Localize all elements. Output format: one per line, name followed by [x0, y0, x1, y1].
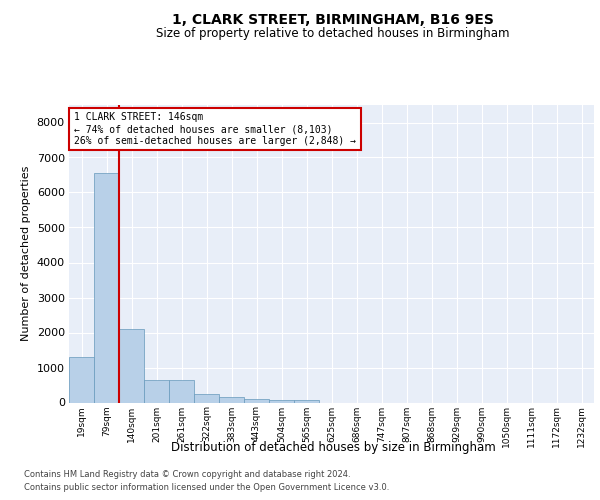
Bar [294, 400, 319, 402]
Bar [169, 380, 194, 402]
Bar [119, 329, 144, 402]
Y-axis label: Number of detached properties: Number of detached properties [21, 166, 31, 342]
Bar [94, 174, 119, 402]
Bar [69, 357, 94, 403]
Text: 1 CLARK STREET: 146sqm
← 74% of detached houses are smaller (8,103)
26% of semi-: 1 CLARK STREET: 146sqm ← 74% of detached… [74, 112, 356, 146]
Bar [144, 380, 169, 402]
Bar [269, 400, 294, 402]
Text: Contains public sector information licensed under the Open Government Licence v3: Contains public sector information licen… [24, 482, 389, 492]
Text: Size of property relative to detached houses in Birmingham: Size of property relative to detached ho… [156, 28, 510, 40]
Text: Distribution of detached houses by size in Birmingham: Distribution of detached houses by size … [170, 441, 496, 454]
Text: Contains HM Land Registry data © Crown copyright and database right 2024.: Contains HM Land Registry data © Crown c… [24, 470, 350, 479]
Text: 1, CLARK STREET, BIRMINGHAM, B16 9ES: 1, CLARK STREET, BIRMINGHAM, B16 9ES [172, 12, 494, 26]
Bar [219, 397, 244, 402]
Bar [194, 394, 219, 402]
Bar [244, 399, 269, 402]
